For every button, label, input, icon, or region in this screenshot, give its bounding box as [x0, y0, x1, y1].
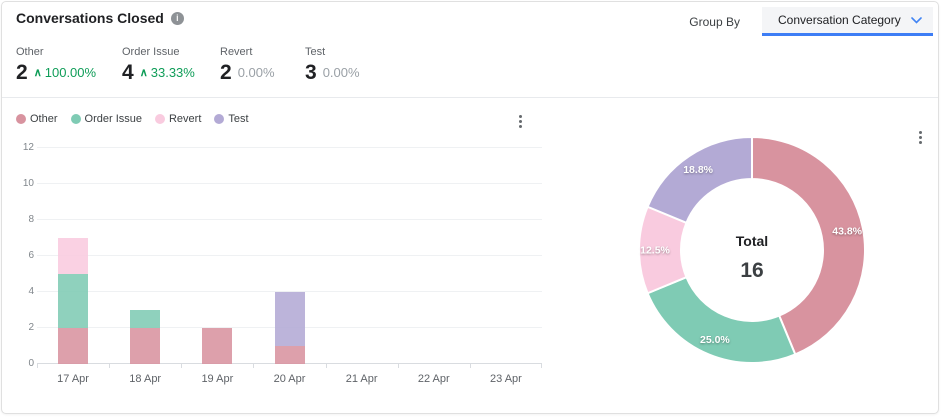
bar-stack-20-apr [274, 148, 305, 364]
stat-test: Test 3 0.00% [305, 46, 360, 83]
bar-segment-order-issue[interactable] [58, 274, 89, 328]
legend-label: Other [30, 113, 58, 125]
legend-dot [16, 114, 26, 124]
bar-segment-other[interactable] [130, 328, 161, 364]
x-axis-label: 22 Apr [417, 373, 450, 385]
group-by-control: Group By Conversation Category [689, 7, 933, 36]
info-icon[interactable]: i [170, 11, 184, 25]
legend-dot [70, 114, 81, 124]
gridline [37, 183, 542, 184]
stat-order-issue: Order Issue 4 ∧ 33.33% [122, 46, 195, 83]
x-axis-label: 23 Apr [490, 373, 522, 385]
bar-chart-plot [37, 147, 542, 364]
x-axis-tick [541, 364, 542, 368]
stat-label: Test [305, 46, 326, 58]
bar-stack-23-apr [491, 148, 521, 364]
stat-other: Other 2 ∧ 100.00% [16, 46, 96, 83]
donut-slice-label: 18.8% [683, 164, 713, 176]
legend-item-other[interactable]: Other [16, 113, 58, 125]
legend-item-test[interactable]: Test [214, 113, 249, 125]
donut-slice-test[interactable] [646, 136, 753, 224]
x-axis-label: 21 Apr [345, 373, 378, 385]
y-axis-label: 10 [22, 178, 34, 189]
legend-dot [214, 114, 225, 124]
x-axis-tick [37, 364, 38, 368]
bar-segment-order-issue[interactable] [130, 310, 161, 328]
card-header: Conversations Closed i [16, 10, 184, 26]
stat-label: Order Issue [122, 46, 180, 58]
trend-up-icon: ∧ [139, 67, 148, 79]
stat-value: 2 [16, 61, 28, 84]
donut-slice-label: 43.8% [832, 226, 862, 238]
x-axis-tick [181, 364, 183, 368]
y-axis-label: 6 [28, 250, 34, 261]
stat-change: 0.00% [322, 65, 360, 80]
bar-chart-x-axis: 17 Apr 18 Apr 19 Apr 20 Apr 21 Apr 22 Apr 23 A… [37, 364, 542, 390]
x-axis-tick [109, 364, 111, 368]
kebab-menu-icon[interactable] [513, 112, 527, 130]
bar-chart-y-axis: 0 2 4 6 8 10 12 [10, 143, 34, 369]
page-title: Conversations Closed [16, 10, 164, 26]
gridline [37, 147, 542, 148]
group-by-label: Group By [689, 14, 740, 29]
donut-slice-order-issue[interactable] [646, 276, 797, 364]
bar-stack-19-apr [202, 148, 233, 364]
trend-up-icon: ∧ [33, 67, 42, 79]
x-axis-label: 19 Apr [201, 373, 234, 385]
legend-item-revert[interactable]: Revert [154, 113, 202, 125]
group-by-selected-value: Conversation Category [778, 13, 901, 27]
y-axis-label: 12 [22, 142, 34, 153]
bar-stack-18-apr [130, 148, 161, 364]
group-by-dropdown[interactable]: Conversation Category [762, 7, 933, 36]
donut-slice-label: 12.5% [640, 245, 670, 257]
bar-segment-test[interactable] [274, 292, 305, 346]
kebab-menu-icon[interactable] [913, 128, 927, 146]
bar-stack-22-apr [419, 148, 449, 364]
legend-label: Revert [168, 113, 202, 125]
stat-label: Revert [220, 46, 253, 58]
gridline [37, 255, 542, 256]
stat-change: 33.33% [150, 65, 195, 80]
gridline [37, 219, 542, 220]
x-axis-label: 17 Apr [57, 373, 89, 385]
legend-dot [154, 114, 165, 124]
stat-change: 0.00% [237, 65, 275, 80]
bar-segment-revert[interactable] [58, 238, 89, 274]
y-axis-label: 4 [28, 286, 34, 297]
bar-segment-other[interactable] [202, 328, 233, 364]
legend-item-order-issue[interactable]: Order Issue [70, 113, 142, 125]
chart-legend: Other Order Issue Revert Test [16, 113, 249, 125]
donut-slice-other[interactable] [751, 136, 866, 356]
y-axis-label: 8 [28, 214, 34, 225]
stat-value: 2 [220, 61, 232, 84]
stat-value: 3 [305, 61, 317, 84]
gridline [37, 291, 542, 292]
y-axis-label: 2 [28, 322, 34, 333]
donut-chart: 43.8% 25.0% 12.5% 18.8% [634, 132, 870, 368]
x-axis-tick [469, 364, 471, 368]
bar-stack-21-apr [347, 148, 377, 364]
bar-segment-other[interactable] [58, 328, 89, 364]
x-axis-tick [397, 364, 399, 368]
legend-label: Test [228, 113, 249, 125]
header-divider [2, 97, 938, 98]
x-axis-tick [325, 364, 327, 368]
x-axis-tick [253, 364, 255, 368]
x-axis-label: 18 Apr [129, 373, 162, 385]
bar-stack-17-apr [58, 148, 89, 364]
donut-slice-label: 25.0% [700, 334, 730, 346]
legend-label: Order Issue [84, 113, 142, 125]
stat-revert: Revert 2 0.00% [220, 46, 275, 83]
y-axis-label: 0 [28, 358, 34, 369]
x-axis-label: 20 Apr [273, 373, 306, 385]
stat-change: 100.00% [44, 65, 97, 80]
chevron-down-icon [911, 16, 922, 24]
stat-value: 4 [122, 61, 134, 84]
bar-segment-other[interactable] [274, 346, 305, 364]
stat-label: Other [16, 46, 44, 58]
